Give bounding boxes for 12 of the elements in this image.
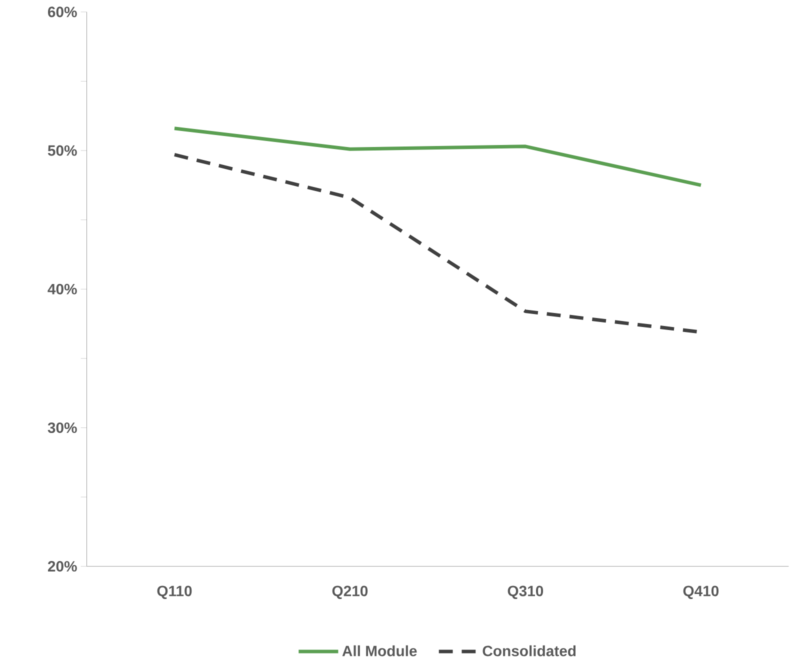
y-tick-label: 60% bbox=[48, 6, 77, 18]
y-tick-label: 20% bbox=[48, 561, 77, 572]
x-tick-label: Q310 bbox=[508, 586, 544, 600]
legend-label: Consolidated bbox=[482, 645, 576, 656]
legend-label: All Module bbox=[342, 645, 417, 656]
x-tick-label: Q210 bbox=[332, 586, 368, 600]
y-tick-label: 40% bbox=[48, 284, 77, 294]
y-tick-label: 50% bbox=[48, 145, 77, 156]
line-series bbox=[172, 126, 703, 187]
x-tick-label: Q410 bbox=[683, 586, 719, 600]
x-tick-label: Q110 bbox=[157, 586, 192, 600]
y-tick-label: 30% bbox=[48, 422, 77, 434]
